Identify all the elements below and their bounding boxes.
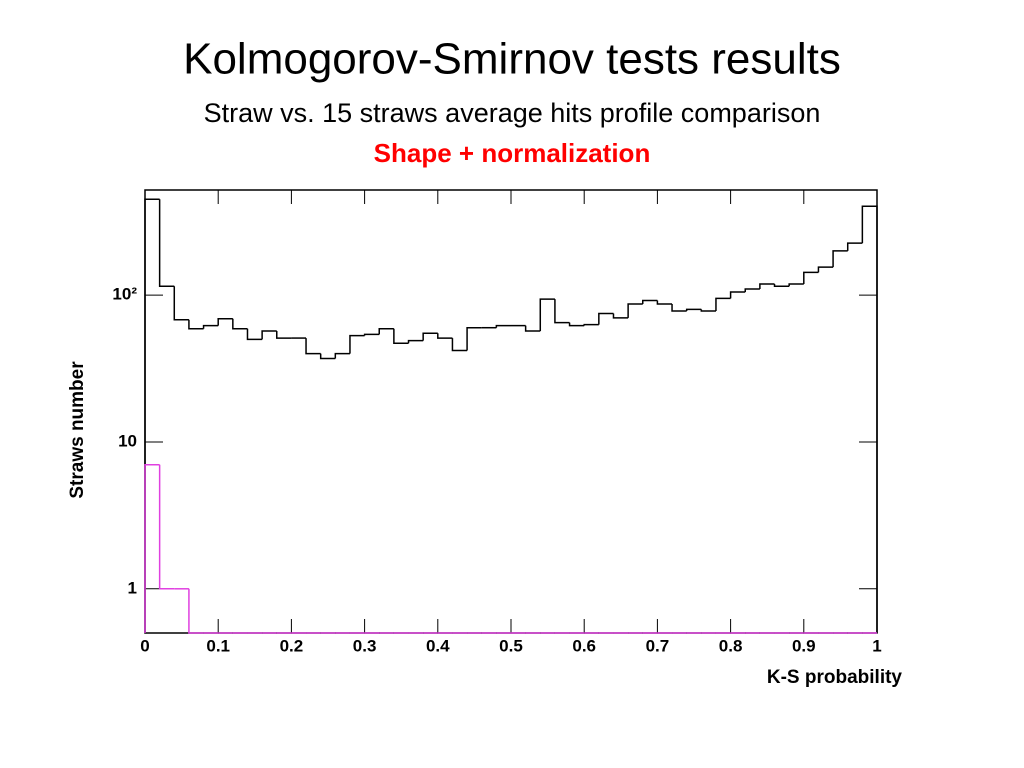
histogram-bin — [832, 250, 848, 268]
histogram-bin — [144, 198, 160, 633]
histogram-bin — [466, 326, 482, 351]
histogram-bin — [334, 352, 350, 359]
x-axis-label: K-S probability — [767, 667, 903, 688]
histogram-bin — [363, 333, 380, 336]
histogram-bin — [158, 199, 175, 287]
x-tick-label: 0.1 — [206, 636, 230, 655]
histogram-bin — [188, 588, 204, 634]
histogram-bin — [554, 299, 570, 324]
histogram-bin — [451, 338, 468, 352]
x-tick-label: 0.8 — [719, 636, 743, 655]
histogram-bin — [524, 325, 541, 332]
histogram-bin — [803, 271, 819, 285]
histogram-bin — [700, 309, 716, 312]
histogram-bin — [407, 339, 424, 344]
histogram-bin — [305, 338, 321, 355]
histogram-bin — [188, 319, 204, 330]
histogram-bin — [817, 266, 834, 273]
y-tick-label: 10 — [118, 431, 137, 450]
x-tick-label: 0.5 — [499, 636, 523, 655]
histogram-bin — [144, 463, 160, 633]
histogram-bin — [729, 291, 746, 299]
histogram-bin — [642, 299, 658, 305]
x-tick-label: 0.2 — [280, 636, 304, 655]
histogram-bin — [202, 324, 219, 329]
histogram-bin — [583, 323, 599, 326]
histogram-bin — [437, 333, 453, 339]
y-tick-label: 1 — [128, 578, 137, 597]
x-tick-label: 0.9 — [792, 636, 816, 655]
histogram-bin — [846, 242, 863, 251]
plot-frame — [144, 189, 878, 634]
histogram-bin — [217, 318, 233, 326]
x-tick-label: 0.7 — [646, 636, 670, 655]
histogram-bin — [612, 313, 629, 319]
histogram-bin — [568, 322, 585, 327]
histogram-bin — [773, 284, 790, 287]
x-tick-label: 0.6 — [572, 636, 596, 655]
histogram-bin — [788, 283, 804, 287]
histogram-bin — [715, 297, 731, 311]
chart-subtitle: Straw vs. 15 straws average hits profile… — [204, 98, 821, 128]
histogram-bin — [495, 324, 511, 328]
histogram-bin — [656, 300, 673, 305]
histogram-bin — [598, 312, 614, 325]
histogram-bin — [759, 283, 775, 290]
x-tick-label: 1 — [872, 636, 881, 655]
histogram-bin — [744, 288, 760, 293]
histogram-bin — [158, 464, 175, 590]
histogram-bin — [539, 298, 555, 331]
histogram-bin — [232, 318, 248, 330]
histogram-bin — [276, 330, 292, 339]
histogram-bin — [173, 286, 189, 321]
histogram-bin — [246, 328, 263, 341]
histogram-bin — [319, 353, 336, 360]
y-tick-label: 10² — [112, 285, 137, 304]
histogram-bin — [627, 303, 643, 318]
annotation: Shape + normalization — [374, 138, 651, 168]
histogram-bin — [378, 328, 394, 335]
histogram-bin — [393, 328, 409, 345]
histogram-bin — [261, 330, 277, 340]
chart-title: Kolmogorov-Smirnov tests results — [183, 35, 841, 84]
histogram-bin — [861, 205, 878, 633]
histogram-bin — [349, 334, 365, 354]
histogram-bin — [671, 304, 687, 312]
y-axis-label: Straws number — [67, 361, 88, 499]
histogram-bin — [422, 332, 438, 341]
x-tick-label: 0 — [140, 636, 149, 655]
x-tick-label: 0.4 — [426, 636, 450, 655]
x-tick-label: 0.3 — [353, 636, 377, 655]
histogram-bin — [685, 308, 702, 311]
